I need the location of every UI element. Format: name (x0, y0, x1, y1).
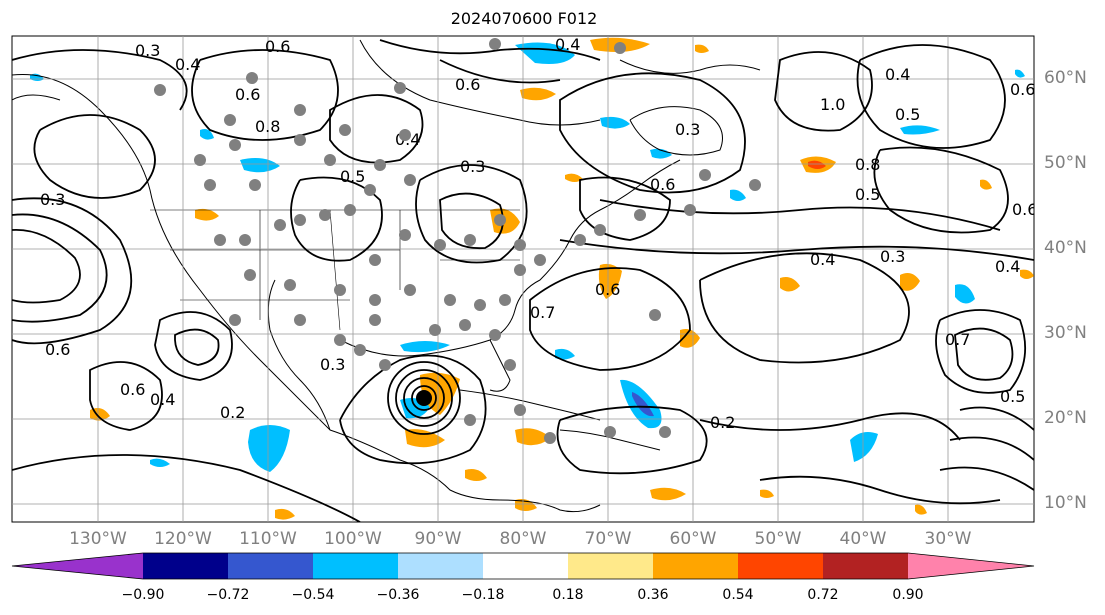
colorbar-segment (228, 553, 313, 579)
contour-label: 0.5 (855, 185, 880, 204)
map-title: 2024070600 F012 (450, 9, 598, 28)
contour-label: 0.2 (220, 403, 245, 422)
lon-label: 40°W (839, 529, 887, 549)
colorbar-segment (568, 553, 653, 579)
storm-center-marker (416, 390, 432, 406)
contour-label: 0.6 (265, 37, 290, 56)
contour-label: 0.6 (45, 340, 70, 359)
colorbar-tick: −0.90 (121, 587, 165, 603)
coastlines (12, 39, 761, 513)
colorbar-tick: −0.54 (291, 587, 335, 603)
lat-label: 10°N (1044, 493, 1087, 513)
colorbar-segment (823, 553, 908, 579)
contour-label: 0.4 (885, 65, 910, 84)
colorbar-tick: 0.54 (722, 587, 754, 603)
colorbar-segment (313, 553, 398, 579)
contour-label: 0.4 (555, 35, 580, 54)
lon-label: 50°W (754, 529, 802, 549)
colorbar-extend-high (908, 553, 1034, 579)
contour-label: 0.2 (710, 413, 735, 432)
colorbar-outline (11, 552, 1035, 580)
lat-label: 30°N (1044, 323, 1087, 343)
lat-label: 20°N (1044, 408, 1087, 428)
colorbar-extend-low (12, 553, 143, 579)
contour-label: 0.6 (1012, 200, 1037, 219)
colorbar-segment (653, 553, 738, 579)
contour-label: 0.6 (235, 85, 260, 104)
contour-label: 0.7 (945, 330, 970, 349)
colorbar-segment (398, 553, 483, 579)
colorbar-tick: −0.18 (461, 587, 505, 603)
contour-label: 0.8 (255, 117, 280, 136)
colorbar-tick: 0.72 (807, 587, 839, 603)
colorbar-tick: −0.72 (206, 587, 250, 603)
contour-label: 0.5 (895, 105, 920, 124)
graticule (12, 36, 1034, 522)
contour-label: 0.3 (135, 41, 160, 60)
colorbar-tick: 0.90 (892, 587, 924, 603)
station-markers (154, 38, 761, 444)
contour-label: 0.3 (320, 355, 345, 374)
lat-label: 40°N (1044, 238, 1087, 258)
contour-label: 0.6 (650, 175, 675, 194)
contour-label: 0.3 (880, 247, 905, 266)
contour-label: 0.6 (595, 280, 620, 299)
contour-label: 0.4 (995, 257, 1020, 276)
colorbar-segment (483, 553, 568, 579)
colorbar-segment (738, 553, 823, 579)
colorbar-tick: 0.18 (552, 587, 584, 603)
contour-label: 0.4 (150, 390, 175, 409)
contour-label: 0.4 (175, 55, 200, 74)
lon-label: 120°W (154, 529, 212, 549)
map-content: 0.3 0.6 0.4 0.6 0.3 0.8 0.4 0.5 0.6 0.3 … (12, 35, 1037, 522)
contours (12, 39, 1034, 522)
lat-label: 60°N (1044, 68, 1087, 88)
negative-shading (30, 42, 1025, 472)
borders (150, 209, 520, 331)
lon-label: 70°W (584, 529, 632, 549)
contour-label: 0.5 (340, 167, 365, 186)
lon-label: 130°W (69, 529, 127, 549)
lat-label: 50°N (1044, 153, 1087, 173)
contour-label: 0.4 (810, 250, 835, 269)
contour-label: 1.0 (820, 95, 845, 114)
colorbar-tick: 0.36 (637, 587, 669, 603)
contour-label: 0.6 (455, 75, 480, 94)
contour-label: 0.3 (40, 190, 65, 209)
lon-label: 100°W (324, 529, 382, 549)
colorbar (11, 552, 1035, 580)
contour-label: 0.3 (675, 120, 700, 139)
colorbar-tick: −0.36 (376, 587, 420, 603)
contour-label: 0.6 (120, 380, 145, 399)
contour-label: 0.3 (460, 157, 485, 176)
contour-label: 0.7 (530, 303, 555, 322)
lon-label: 110°W (239, 529, 297, 549)
lon-label: 60°W (669, 529, 717, 549)
colorbar-segment (143, 553, 228, 579)
positive-shading (90, 37, 1034, 520)
lon-label: 90°W (414, 529, 462, 549)
contour-label: 0.5 (1000, 387, 1025, 406)
lon-label: 30°W (924, 529, 972, 549)
contour-label: 0.6 (1010, 80, 1035, 99)
contour-label: 0.8 (855, 155, 880, 174)
lon-label: 80°W (499, 529, 547, 549)
